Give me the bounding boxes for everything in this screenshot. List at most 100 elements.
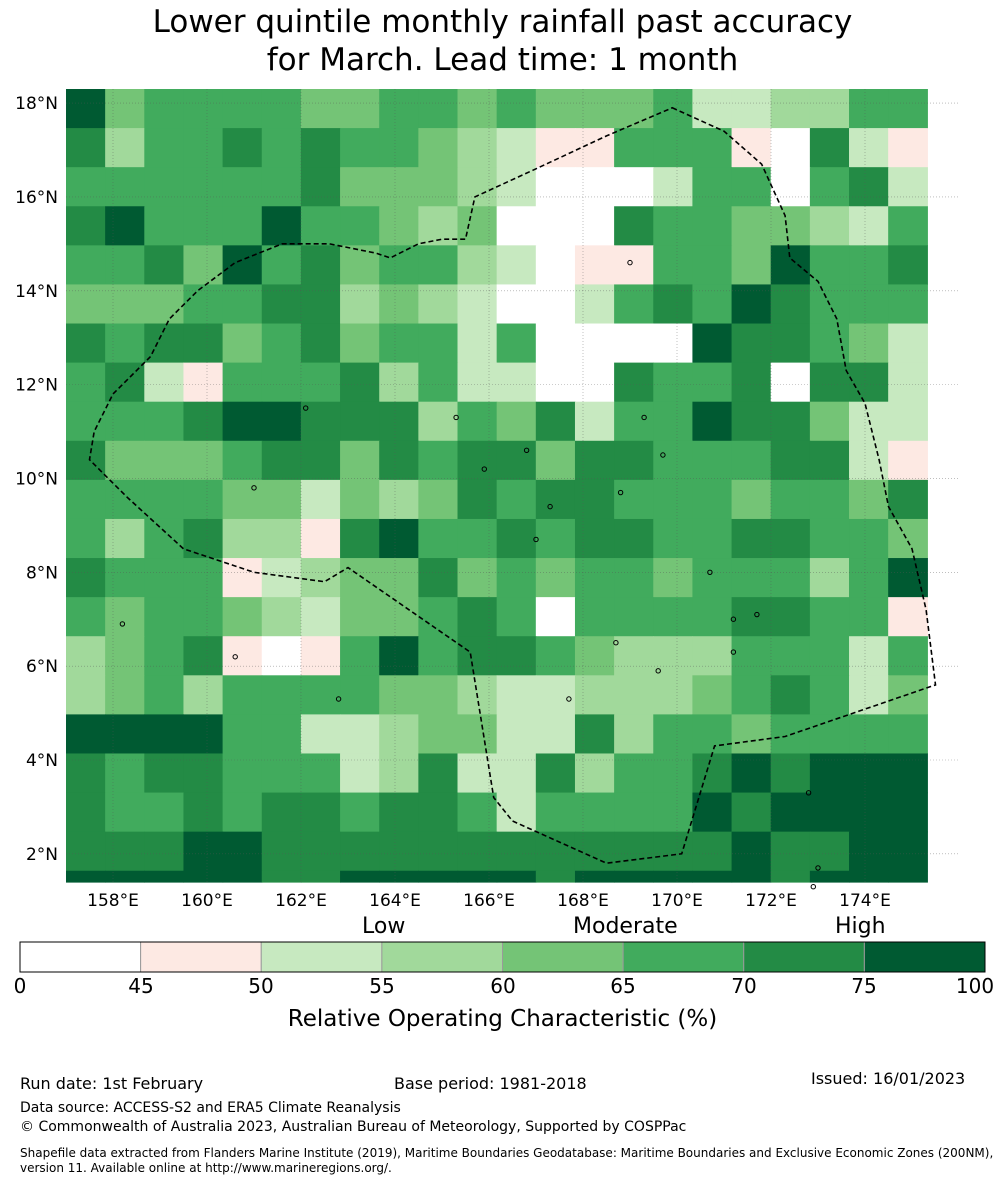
grid-cell bbox=[770, 753, 811, 794]
grid-cell bbox=[535, 753, 576, 794]
grid-cell bbox=[222, 440, 263, 481]
grid-cell bbox=[496, 479, 537, 520]
grid-cell bbox=[300, 714, 341, 755]
grid-cell bbox=[614, 89, 654, 129]
grid-cell bbox=[653, 597, 694, 637]
colorbar-low-label: Low bbox=[362, 914, 406, 939]
grid-cell bbox=[105, 714, 145, 755]
colorbar-swatch bbox=[140, 941, 262, 973]
grid-cell bbox=[653, 323, 694, 364]
grid-cell bbox=[222, 558, 263, 598]
grid-cell bbox=[849, 597, 889, 637]
grid-cell bbox=[457, 440, 498, 481]
grid-cell bbox=[379, 323, 419, 364]
grid-cell bbox=[809, 362, 850, 403]
grid-cell bbox=[888, 128, 928, 168]
grid-cell bbox=[653, 558, 694, 598]
copyright: © Commonwealth of Australia 2023, Austra… bbox=[20, 1119, 687, 1135]
grid-cell bbox=[535, 128, 576, 168]
grid-cell bbox=[496, 167, 537, 207]
grid-cell bbox=[809, 792, 850, 833]
grid-cell bbox=[300, 206, 341, 246]
grid-cell bbox=[222, 362, 263, 403]
grid-cell bbox=[418, 597, 459, 637]
grid-cell bbox=[770, 440, 811, 481]
grid-cell bbox=[340, 479, 380, 520]
grid-cell bbox=[105, 284, 145, 325]
grid-cell bbox=[614, 167, 654, 207]
grid-cell bbox=[770, 518, 811, 559]
grid-cell bbox=[379, 675, 419, 715]
grid-cell bbox=[183, 440, 224, 481]
island-outline bbox=[707, 569, 713, 576]
grid-cell bbox=[809, 870, 850, 883]
grid-cell bbox=[222, 792, 263, 833]
grid-cell bbox=[614, 792, 654, 833]
grid-cell bbox=[614, 128, 654, 168]
grid-cell bbox=[692, 89, 733, 129]
grid-cell bbox=[770, 89, 811, 129]
eez-boundary bbox=[88, 106, 937, 865]
grid-cell bbox=[144, 206, 185, 246]
grid-cell bbox=[105, 753, 145, 794]
longitude-tick-label: 174°E bbox=[839, 891, 891, 911]
grid-cell bbox=[574, 284, 615, 325]
grid-cell bbox=[261, 167, 302, 207]
grid-cell bbox=[809, 558, 850, 598]
island-outline bbox=[641, 414, 647, 421]
grid-cell bbox=[66, 362, 106, 403]
grid-cell bbox=[183, 870, 224, 883]
colorbar-axis-label: Relative Operating Characteristic (%) bbox=[287, 1006, 718, 1032]
longitude-labels: 158°E 160°E 162°E 164°E 166°E 168°E 170°E 172°E… bbox=[87, 891, 891, 911]
grid-cell bbox=[340, 831, 380, 872]
island-outline bbox=[523, 447, 530, 454]
grid-cell bbox=[66, 870, 106, 883]
rainfall-accuracy-grid bbox=[66, 89, 928, 883]
grid-cell bbox=[379, 831, 419, 872]
grid-cell bbox=[183, 597, 224, 637]
grid-cell bbox=[261, 479, 302, 520]
colorbar-tick: 0 bbox=[13, 974, 27, 998]
grid-cell bbox=[418, 284, 459, 325]
grid-cell bbox=[144, 518, 185, 559]
grid-cell bbox=[614, 870, 654, 883]
title-line-1: Lower quintile monthly rainfall past acc… bbox=[152, 4, 853, 40]
grid-cell bbox=[183, 128, 224, 168]
island-outline bbox=[730, 616, 737, 622]
grid-cell bbox=[614, 714, 654, 755]
grid-cell bbox=[574, 440, 615, 481]
grid-cell bbox=[888, 558, 928, 598]
grid-cell bbox=[261, 870, 302, 883]
grid-cell bbox=[105, 167, 145, 207]
colorbar-tick: 100 bbox=[955, 974, 995, 998]
latitude-labels: 18°N 16°N 14°N 12°N 10°N 8°N 6°N 4°N 2°N bbox=[15, 94, 58, 865]
grid-cell bbox=[457, 362, 498, 403]
grid-cell bbox=[731, 479, 772, 520]
grid-cell bbox=[340, 597, 380, 637]
grid-cell bbox=[183, 714, 224, 755]
colorbar bbox=[19, 941, 986, 973]
grid-cell bbox=[496, 401, 537, 442]
grid-cell bbox=[144, 167, 185, 207]
grid-cell bbox=[535, 206, 576, 246]
grid-cell bbox=[731, 128, 772, 168]
grid-cell bbox=[888, 518, 928, 559]
grid-cell bbox=[574, 753, 615, 794]
grid-cell bbox=[144, 753, 185, 794]
grid-cell bbox=[340, 714, 380, 755]
colorbar-tick: 55 bbox=[369, 974, 395, 998]
grid-cell bbox=[888, 323, 928, 364]
grid-cell bbox=[809, 167, 850, 207]
grid-cell bbox=[144, 792, 185, 833]
grid-cell bbox=[300, 636, 341, 676]
grid-cell bbox=[809, 440, 850, 481]
grid-cell bbox=[183, 167, 224, 207]
grid-cell bbox=[614, 245, 654, 286]
grid-cell bbox=[731, 831, 772, 872]
grid-cell bbox=[614, 206, 654, 246]
grid-cell bbox=[731, 362, 772, 403]
shapefile-credit-line-1: Shapefile data extracted from Flanders M… bbox=[20, 1146, 994, 1160]
grid-cell bbox=[535, 284, 576, 325]
grid-cell bbox=[535, 870, 576, 883]
grid-cell bbox=[849, 128, 889, 168]
